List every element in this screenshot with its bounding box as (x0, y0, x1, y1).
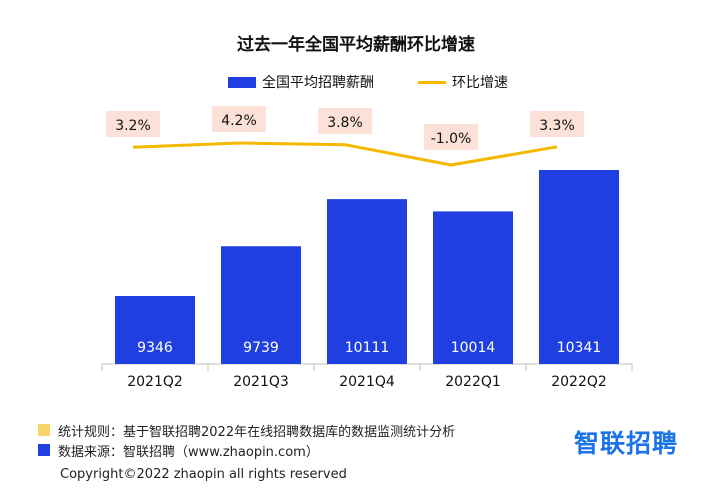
chart-title: 过去一年全国平均薪酬环比增速 (237, 35, 475, 55)
note-source-swatch (38, 444, 50, 456)
note-rule: 统计规则：基于智联招聘2022年在线招聘数据库的数据监测统计分析 (38, 420, 455, 440)
growth-label-box (106, 111, 160, 137)
legend-line-label: 环比增速 (452, 75, 508, 91)
legend: 全国平均招聘薪酬 环比增速 (0, 72, 712, 92)
x-tick-label: 2021Q4 (339, 374, 395, 390)
growth-label-box (424, 124, 478, 150)
growth-label-box (212, 106, 266, 132)
legend-bar-label: 全国平均招聘薪酬 (262, 75, 374, 91)
brand-logo: 智联招聘 (574, 429, 679, 458)
x-tick-label: 2021Q2 (127, 374, 183, 390)
x-tick-label: 2022Q1 (445, 374, 501, 390)
bar-value-label: 10014 (451, 340, 496, 356)
note-source-text: 数据来源：智联招聘（www.zhaopin.com） (58, 444, 319, 460)
growth-label: 3.3% (539, 118, 575, 134)
note-rule-text: 统计规则：基于智联招聘2022年在线招聘数据库的数据监测统计分析 (58, 424, 456, 440)
bar-2021Q3 (221, 246, 301, 364)
bar-value-label: 10111 (345, 340, 390, 356)
x-tick-label: 2021Q3 (233, 374, 289, 390)
growth-label: 3.8% (327, 115, 363, 131)
notes: 统计规则：基于智联招聘2022年在线招聘数据库的数据监测统计分析 数据来源：智联… (38, 420, 455, 460)
x-tick-label: 2022Q2 (551, 374, 607, 390)
chart-plot: 9346 2021Q2 9739 2021Q3 10111 2021Q4 10014 2022… (101, 106, 633, 390)
bar-2022Q1 (433, 211, 513, 364)
growth-label: -1.0% (431, 131, 472, 147)
bar-value-label: 9346 (137, 340, 173, 356)
bar-2022Q2 (539, 170, 619, 364)
note-source: 数据来源：智联招聘（www.zhaopin.com） (38, 440, 455, 460)
legend-bar-swatch (228, 76, 256, 88)
legend-line-swatch (418, 80, 446, 84)
growth-rate-line (132, 141, 558, 167)
growth-label: 3.2% (115, 118, 151, 134)
legend-item-bar: 全国平均招聘薪酬 (228, 72, 374, 92)
legend-item-line: 环比增速 (418, 72, 508, 92)
growth-label-box (530, 111, 584, 137)
growth-label: 4.2% (221, 113, 257, 129)
bar-2021Q4 (327, 199, 407, 364)
bar-value-label: 10341 (557, 340, 602, 356)
growth-label-box (318, 108, 372, 134)
note-rule-swatch (38, 424, 50, 436)
bar-value-label: 9739 (243, 340, 279, 356)
copyright-text: Copyright©2022 zhaopin all rights reserv… (60, 467, 347, 482)
bar-2021Q2 (115, 296, 195, 364)
